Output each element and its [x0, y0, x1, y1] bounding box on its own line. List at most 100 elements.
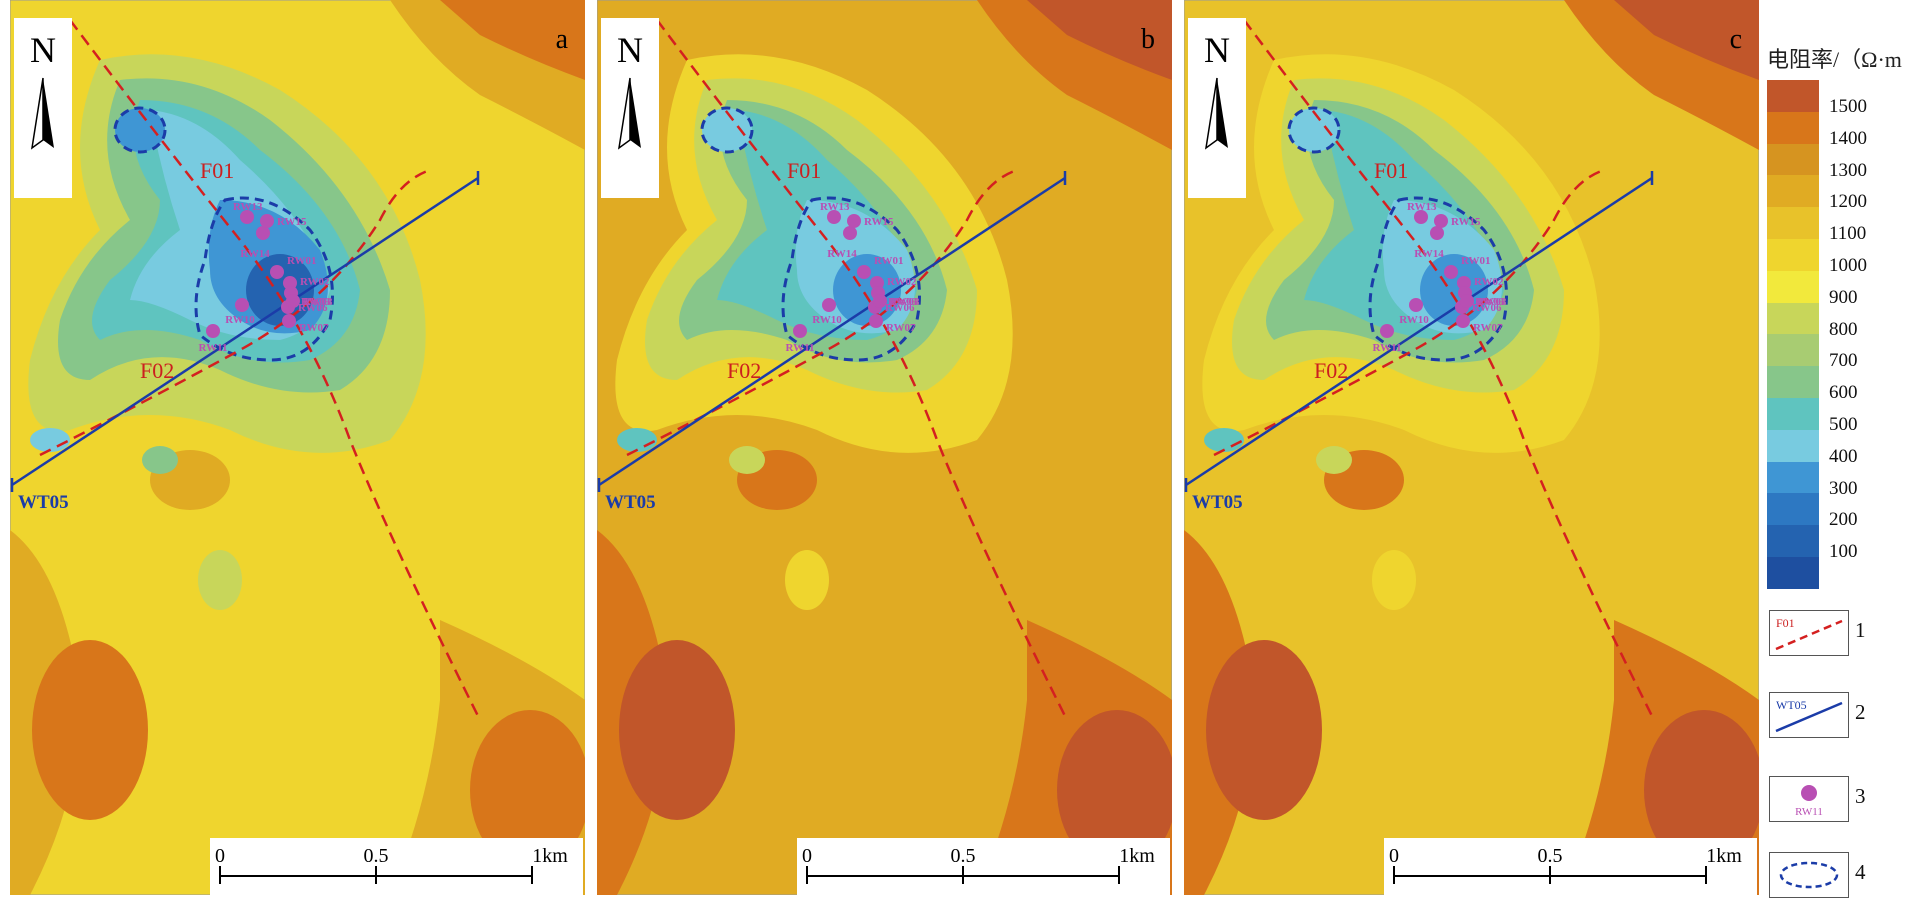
legend-title: 电阻率/（Ω·m [1767, 47, 1902, 72]
legend-borehole-symbol: RW11 [1769, 776, 1849, 822]
fault-label-f02: F02 [140, 358, 174, 383]
north-arrow-icon [630, 78, 641, 148]
scale-end: 1km [532, 845, 568, 867]
scale-step [1767, 461, 1819, 494]
scale-mid: 0.5 [1538, 845, 1563, 867]
borehole-marker [843, 226, 857, 240]
borehole-marker [1456, 314, 1470, 328]
legend-num-2: 2 [1855, 700, 1866, 724]
scale-tick-label: 800 [1829, 318, 1858, 340]
scale-tick-label: 1300 [1829, 159, 1867, 181]
scale-step [1767, 334, 1819, 367]
scale-zero: 0 [802, 845, 812, 867]
survey-line-label: WT05 [18, 492, 69, 513]
map-panel-b: F01F02WT05RW13RW14RW15RW01RW02RW03RW06RW… [597, 0, 1172, 895]
scale-zero: 0 [215, 845, 225, 867]
legend-num-3: 3 [1855, 784, 1866, 808]
borehole-marker [256, 226, 270, 240]
borehole-label: RW13 [1407, 201, 1437, 213]
borehole-label: RW02 [1474, 276, 1504, 288]
fault-label-f02: F02 [727, 358, 761, 383]
borehole-marker [1380, 324, 1394, 338]
scale-step [1767, 175, 1819, 208]
borehole-label: RW07 [886, 322, 916, 334]
scale-tick-label: 1500 [1829, 96, 1867, 117]
borehole-marker [1414, 210, 1428, 224]
scale-mid: 0.5 [364, 845, 389, 867]
north-label: N [617, 30, 643, 70]
legend-num-4: 4 [1855, 860, 1866, 884]
borehole-marker [260, 214, 274, 228]
scale-step [1767, 397, 1819, 430]
scale-step [1767, 80, 1819, 112]
borehole-marker [1434, 214, 1448, 228]
scale-end: 1km [1119, 845, 1155, 867]
scale-step [1767, 366, 1819, 398]
scale-tick-label: 1100 [1829, 223, 1867, 245]
survey-line-label: WT05 [1192, 492, 1243, 513]
panel-label: c [1730, 24, 1742, 55]
borehole-label: RW03 [1475, 296, 1505, 308]
borehole-label: RW10 [225, 314, 255, 326]
north-label: N [1204, 30, 1230, 70]
scale-tick-label: 900 [1829, 286, 1858, 308]
scale-step [1767, 143, 1819, 176]
scale-tick-label: 600 [1829, 382, 1858, 404]
north-label: N [30, 30, 56, 70]
scale-step [1767, 270, 1819, 303]
borehole-label: RW06 [298, 302, 328, 314]
north-arrow-icon [1217, 78, 1228, 148]
borehole-label: RW03 [888, 296, 918, 308]
scale-tick-label: 700 [1829, 350, 1858, 372]
borehole-label: RW13 [233, 201, 263, 213]
borehole-marker [873, 294, 887, 308]
borehole-label: RW07 [1473, 322, 1503, 334]
borehole-marker [1444, 265, 1458, 279]
scale-step [1767, 302, 1819, 335]
borehole-label: RW13 [820, 201, 850, 213]
legend-fault-label: F01 [1776, 616, 1795, 630]
borehole-label: RW08 [1477, 296, 1507, 308]
legend-line-symbol: WT05 [1769, 692, 1849, 738]
map-panel-a: F01F02WT05RW13RW14RW15RW01RW02RW03RW06RW… [10, 0, 585, 895]
scale-step [1767, 493, 1819, 526]
borehole-marker [240, 210, 254, 224]
borehole-label: RW01 [874, 255, 904, 267]
legend-line-label: WT05 [1776, 698, 1807, 712]
borehole-marker [235, 298, 249, 312]
borehole-label: RW14 [827, 248, 857, 260]
legend: 电阻率/（Ω·m 1500 1400 1300 1200 1100 1000 900 800 7… [1755, 0, 1920, 905]
scale-step [1767, 111, 1819, 144]
borehole-label: RW11 [199, 342, 228, 354]
panel-label: b [1141, 24, 1155, 55]
scale-step [1767, 556, 1819, 589]
borehole-marker [847, 214, 861, 228]
legend-borehole-label: RW11 [1795, 806, 1823, 818]
borehole-marker [857, 265, 871, 279]
borehole-label: RW08 [303, 296, 333, 308]
borehole-label: RW15 [1451, 216, 1481, 228]
borehole-marker [822, 298, 836, 312]
borehole-marker [827, 210, 841, 224]
borehole-marker [1430, 226, 1444, 240]
borehole-label: RW11 [786, 342, 815, 354]
color-scale-bar [1767, 80, 1819, 589]
borehole-label: RW14 [1414, 248, 1444, 260]
scale-mid: 0.5 [951, 845, 976, 867]
fault-label-f02: F02 [1314, 358, 1348, 383]
scale-end: 1km [1706, 845, 1742, 867]
panel-label: a [556, 24, 569, 55]
borehole-marker [793, 324, 807, 338]
scale-zero: 0 [1389, 845, 1399, 867]
borehole-marker [282, 314, 296, 328]
scale-tick-label: 1000 [1829, 255, 1867, 276]
borehole-label: RW02 [300, 276, 330, 288]
scale-step [1767, 238, 1819, 271]
scale-tick-label: 400 [1829, 445, 1858, 467]
borehole-label: RW01 [287, 255, 317, 267]
scale-tick-label: 100 [1829, 541, 1858, 563]
map-panel-c: F01F02WT05RW13RW14RW15RW01RW02RW03RW06RW… [1184, 0, 1759, 895]
borehole-label: RW08 [890, 296, 920, 308]
fault-label-f01: F01 [200, 158, 234, 183]
borehole-label: RW03 [301, 296, 331, 308]
